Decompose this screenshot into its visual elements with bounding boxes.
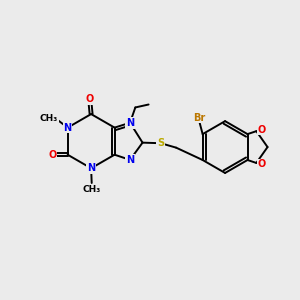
Text: O: O	[85, 94, 94, 104]
Text: N: N	[126, 155, 134, 165]
Text: O: O	[48, 150, 56, 160]
Text: O: O	[257, 159, 266, 170]
Text: N: N	[87, 163, 95, 173]
Text: Br: Br	[194, 112, 206, 123]
Text: O: O	[257, 125, 266, 135]
Text: N: N	[64, 123, 72, 133]
Text: N: N	[126, 118, 134, 128]
Text: CH₃: CH₃	[40, 114, 58, 123]
Text: CH₃: CH₃	[82, 185, 101, 194]
Text: S: S	[157, 138, 164, 148]
